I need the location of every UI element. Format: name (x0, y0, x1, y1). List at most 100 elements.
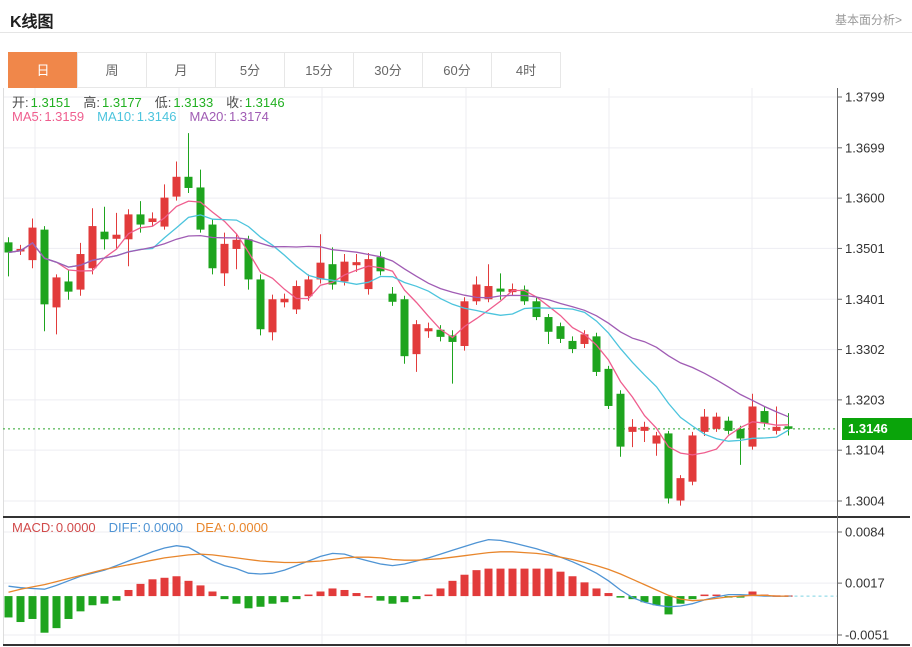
candle-body (388, 293, 397, 302)
ma10-label: MA10: (97, 109, 135, 124)
macd-bar (316, 591, 325, 597)
candle-body (472, 284, 481, 302)
chart-area: 1.3799 1.3699 1.3600 1.3501 1.3401 1.3302 1.32… (0, 88, 912, 647)
macd-bar (496, 568, 505, 597)
candle-body (592, 336, 601, 372)
y-axis-label: 1.3302 (845, 342, 885, 357)
macd-bar (280, 596, 289, 603)
tab-day[interactable]: 日 (8, 52, 78, 88)
tab-month[interactable]: 月 (146, 52, 216, 88)
candle-body (136, 214, 145, 225)
macd-bar (436, 588, 445, 597)
macd-histogram (4, 568, 793, 633)
macd-bar (652, 596, 661, 606)
tab-60min[interactable]: 60分 (422, 52, 492, 88)
macd-bar (352, 593, 361, 597)
ma20-value: 1.3174 (229, 109, 269, 124)
macd-bar (148, 579, 157, 597)
macd-bar (580, 582, 589, 597)
macd-bar (508, 568, 517, 597)
fundamental-analysis-link[interactable]: 基本面分析> (834, 13, 902, 27)
tab-5min[interactable]: 5分 (215, 52, 285, 88)
ma5-label: MA5: (12, 109, 43, 124)
macd-bar (592, 588, 601, 597)
candle-body (700, 416, 709, 432)
dea-value: 0.0000 (228, 520, 269, 535)
low-value: 1.3133 (173, 95, 214, 110)
candle-body (52, 277, 61, 308)
candle-body (424, 328, 433, 332)
candle-body (400, 299, 409, 357)
tab-week[interactable]: 周 (77, 52, 147, 88)
macd-bar (388, 596, 397, 604)
candle-body (268, 299, 277, 333)
macd-bar (556, 571, 565, 597)
macd-bar (712, 594, 721, 597)
candle-body (532, 301, 541, 318)
candle-body (784, 426, 793, 429)
ohlc-legend: 开: 1.3151 高: 1.3177 低: 1.3133 收: 1.3146 (12, 92, 298, 111)
macd-bar (640, 596, 649, 603)
page-header: K线图 基本面分析> (0, 0, 912, 33)
candle-body (748, 406, 757, 447)
tab-30min[interactable]: 30分 (353, 52, 423, 88)
candle-body (64, 281, 73, 292)
macd-bar (568, 576, 577, 597)
candle-body (460, 301, 469, 347)
macd-bar (52, 596, 61, 629)
macd-bar (532, 568, 541, 597)
candle-body (232, 239, 241, 249)
close-label: 收: (226, 95, 243, 110)
ma5-value: 1.3159 (44, 109, 85, 124)
diff-label: DIFF: (108, 520, 142, 535)
tab-4hour[interactable]: 4时 (491, 52, 561, 88)
candle-body (436, 329, 445, 337)
y-axis-label: 1.3600 (845, 191, 885, 206)
macd-bar (160, 577, 169, 597)
macd-value: 0.0000 (55, 520, 96, 535)
macd-bar (400, 596, 409, 603)
macd-bar (520, 568, 529, 597)
macd-bar (700, 594, 709, 597)
candle-body (40, 229, 49, 305)
ma20-line (8, 234, 789, 418)
macd-bar (220, 596, 229, 600)
macd-bar (424, 594, 433, 597)
macd-bar (484, 568, 493, 597)
macd-bar (472, 570, 481, 597)
candle-body (100, 231, 109, 240)
macd-legend: MACD: 0.0000 DIFF: 0.0000 DEA: 0.0000 (12, 520, 281, 535)
macd-bar (40, 596, 49, 633)
tab-15min[interactable]: 15分 (284, 52, 354, 88)
candle-body (304, 279, 313, 297)
candle-body (340, 261, 349, 282)
panel-separators (3, 516, 910, 646)
candle-body (4, 242, 13, 253)
candle-body (484, 286, 493, 300)
candle-body (184, 176, 193, 188)
candle-body (496, 288, 505, 292)
macd-bar (208, 591, 217, 597)
open-value: 1.3151 (30, 95, 71, 110)
candle-body (220, 243, 229, 274)
macd-bar (328, 588, 337, 597)
candle-body (616, 393, 625, 447)
ma-legend: MA5: 1.3159 MA10: 1.3146 MA20: 1.3174 (12, 109, 282, 124)
macd-bar (736, 596, 745, 598)
macd-label: MACD: (12, 520, 54, 535)
macd-bar (340, 589, 349, 597)
macd-bar (16, 596, 25, 623)
candle-body (652, 435, 661, 444)
candle-body (328, 264, 337, 285)
candle-body (244, 239, 253, 280)
macd-bar (664, 596, 673, 615)
candle-body (376, 257, 385, 272)
candle-body (772, 426, 781, 431)
current-price-badge: 1.3146 (842, 417, 912, 440)
macd-bar (76, 596, 85, 612)
candle-body (124, 214, 133, 240)
macd-bar (376, 596, 385, 601)
interval-tab-bar: 日周月 5分 15分 30分 60分 4时 (8, 52, 561, 88)
kline-chart-canvas[interactable]: 1.3799 1.3699 1.3600 1.3501 1.3401 1.3302 1.32… (0, 88, 912, 647)
macd-bar (4, 596, 13, 618)
